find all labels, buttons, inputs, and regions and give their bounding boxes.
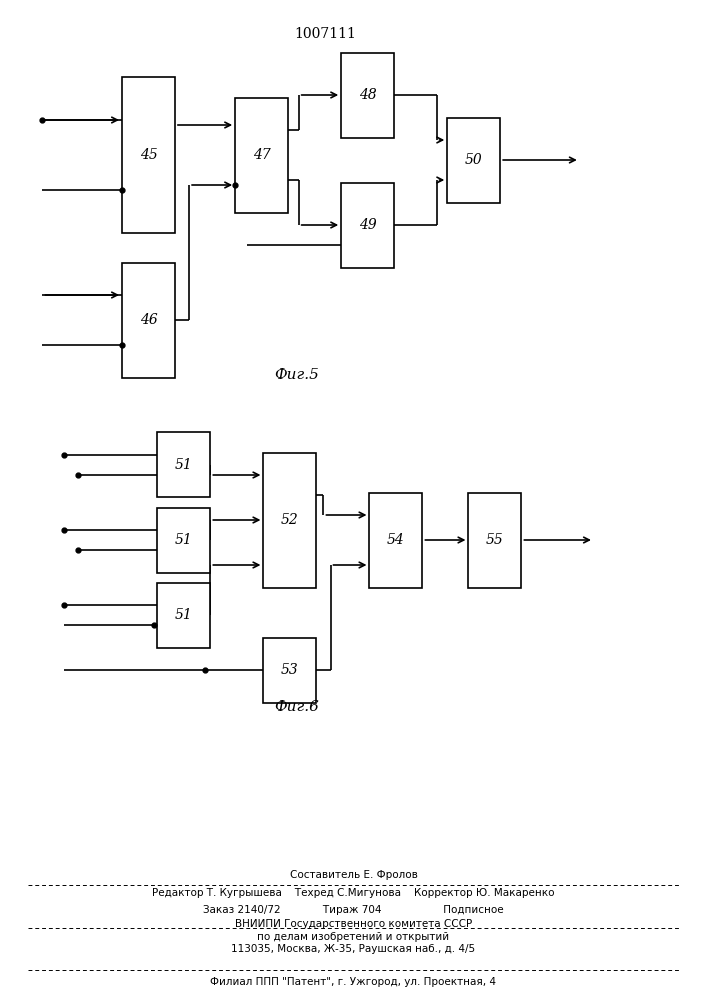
Text: 51: 51 (175, 533, 193, 547)
Bar (341, 182, 395, 267)
Text: по делам изобретений и открытий: по делам изобретений и открытий (257, 932, 450, 942)
Text: Редактор Т. Кугрышева    Техред С.Мигунова    Корректор Ю. Макаренко: Редактор Т. Кугрышева Техред С.Мигунова … (152, 888, 555, 898)
Bar (468, 492, 521, 587)
Bar (122, 262, 175, 377)
Bar (122, 78, 175, 232)
Text: ВНИИПИ Государственного комитета СССР: ВНИИПИ Государственного комитета СССР (235, 919, 472, 929)
Text: 48: 48 (358, 88, 377, 102)
Bar (235, 98, 288, 213)
Bar (370, 492, 423, 587)
Text: 55: 55 (486, 533, 504, 547)
Text: Фиг.5: Фиг.5 (274, 368, 320, 382)
Text: 51: 51 (175, 608, 193, 622)
Text: 51: 51 (175, 458, 193, 472)
Bar (157, 582, 211, 648)
Bar (157, 508, 211, 572)
Text: 47: 47 (252, 148, 271, 162)
Text: 50: 50 (464, 153, 483, 167)
Text: 1007111: 1007111 (294, 27, 356, 41)
Text: Фиг.6: Фиг.6 (274, 700, 320, 714)
Text: 46: 46 (139, 313, 158, 327)
Bar (264, 638, 317, 702)
Text: 113035, Москва, Ж-35, Раушская наб., д. 4/5: 113035, Москва, Ж-35, Раушская наб., д. … (231, 944, 476, 954)
Bar (157, 432, 211, 497)
Bar (264, 452, 317, 587)
Text: 53: 53 (281, 663, 299, 677)
Text: 49: 49 (358, 218, 377, 232)
Text: Составитель Е. Фролов: Составитель Е. Фролов (290, 870, 417, 880)
Bar (341, 52, 395, 137)
Text: 52: 52 (281, 513, 299, 527)
Bar (448, 117, 501, 202)
Text: 45: 45 (139, 148, 158, 162)
Text: 54: 54 (387, 533, 405, 547)
Text: Филиал ППП "Патент", г. Ужгород, ул. Проектная, 4: Филиал ППП "Патент", г. Ужгород, ул. Про… (211, 977, 496, 987)
Text: Заказ 2140/72             Тираж 704                   Подписное: Заказ 2140/72 Тираж 704 Подписное (203, 905, 504, 915)
